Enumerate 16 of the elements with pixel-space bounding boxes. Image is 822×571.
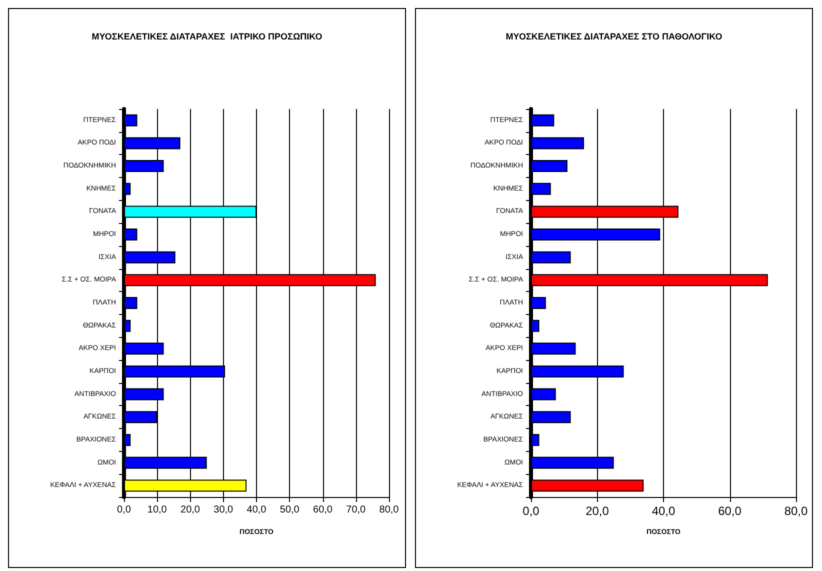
chart-title: ΜΥΟΣΚΕΛΕΤΙΚΕΣ ΔΙΑΤΑΡΑΧΕΣ ΣΤΟ ΠΑΘΟΛΟΓΙΚΟ [506, 32, 722, 42]
x-tick-label: 0,0 [522, 504, 540, 518]
x-tick-label: 10,0 [147, 504, 168, 516]
x-tick-label: 40,0 [652, 504, 676, 518]
x-tick-label: 70,0 [346, 504, 366, 516]
x-tick-label: 60,0 [718, 504, 742, 518]
x-tick-label: 0,0 [117, 504, 132, 516]
x-tick-label: 40,0 [246, 504, 267, 516]
x-tick-label: 80,0 [784, 504, 808, 518]
x-tick-label: 50,0 [280, 504, 300, 516]
x-tick-label: 30,0 [214, 504, 234, 516]
x-tick-label: 60,0 [313, 504, 333, 516]
x-tick-label: 80,0 [379, 504, 400, 516]
x-tick-label: 20,0 [586, 504, 610, 518]
chart-title: ΜΥΟΣΚΕΛΕΤΙΚΕΣ ΔΙΑΤΑΡΑΧΕΣ ΙΑΤΡΙΚΟ ΠΡΟΣΩΠΙΚΟ [92, 32, 322, 42]
x-tick-label: 20,0 [180, 504, 200, 516]
